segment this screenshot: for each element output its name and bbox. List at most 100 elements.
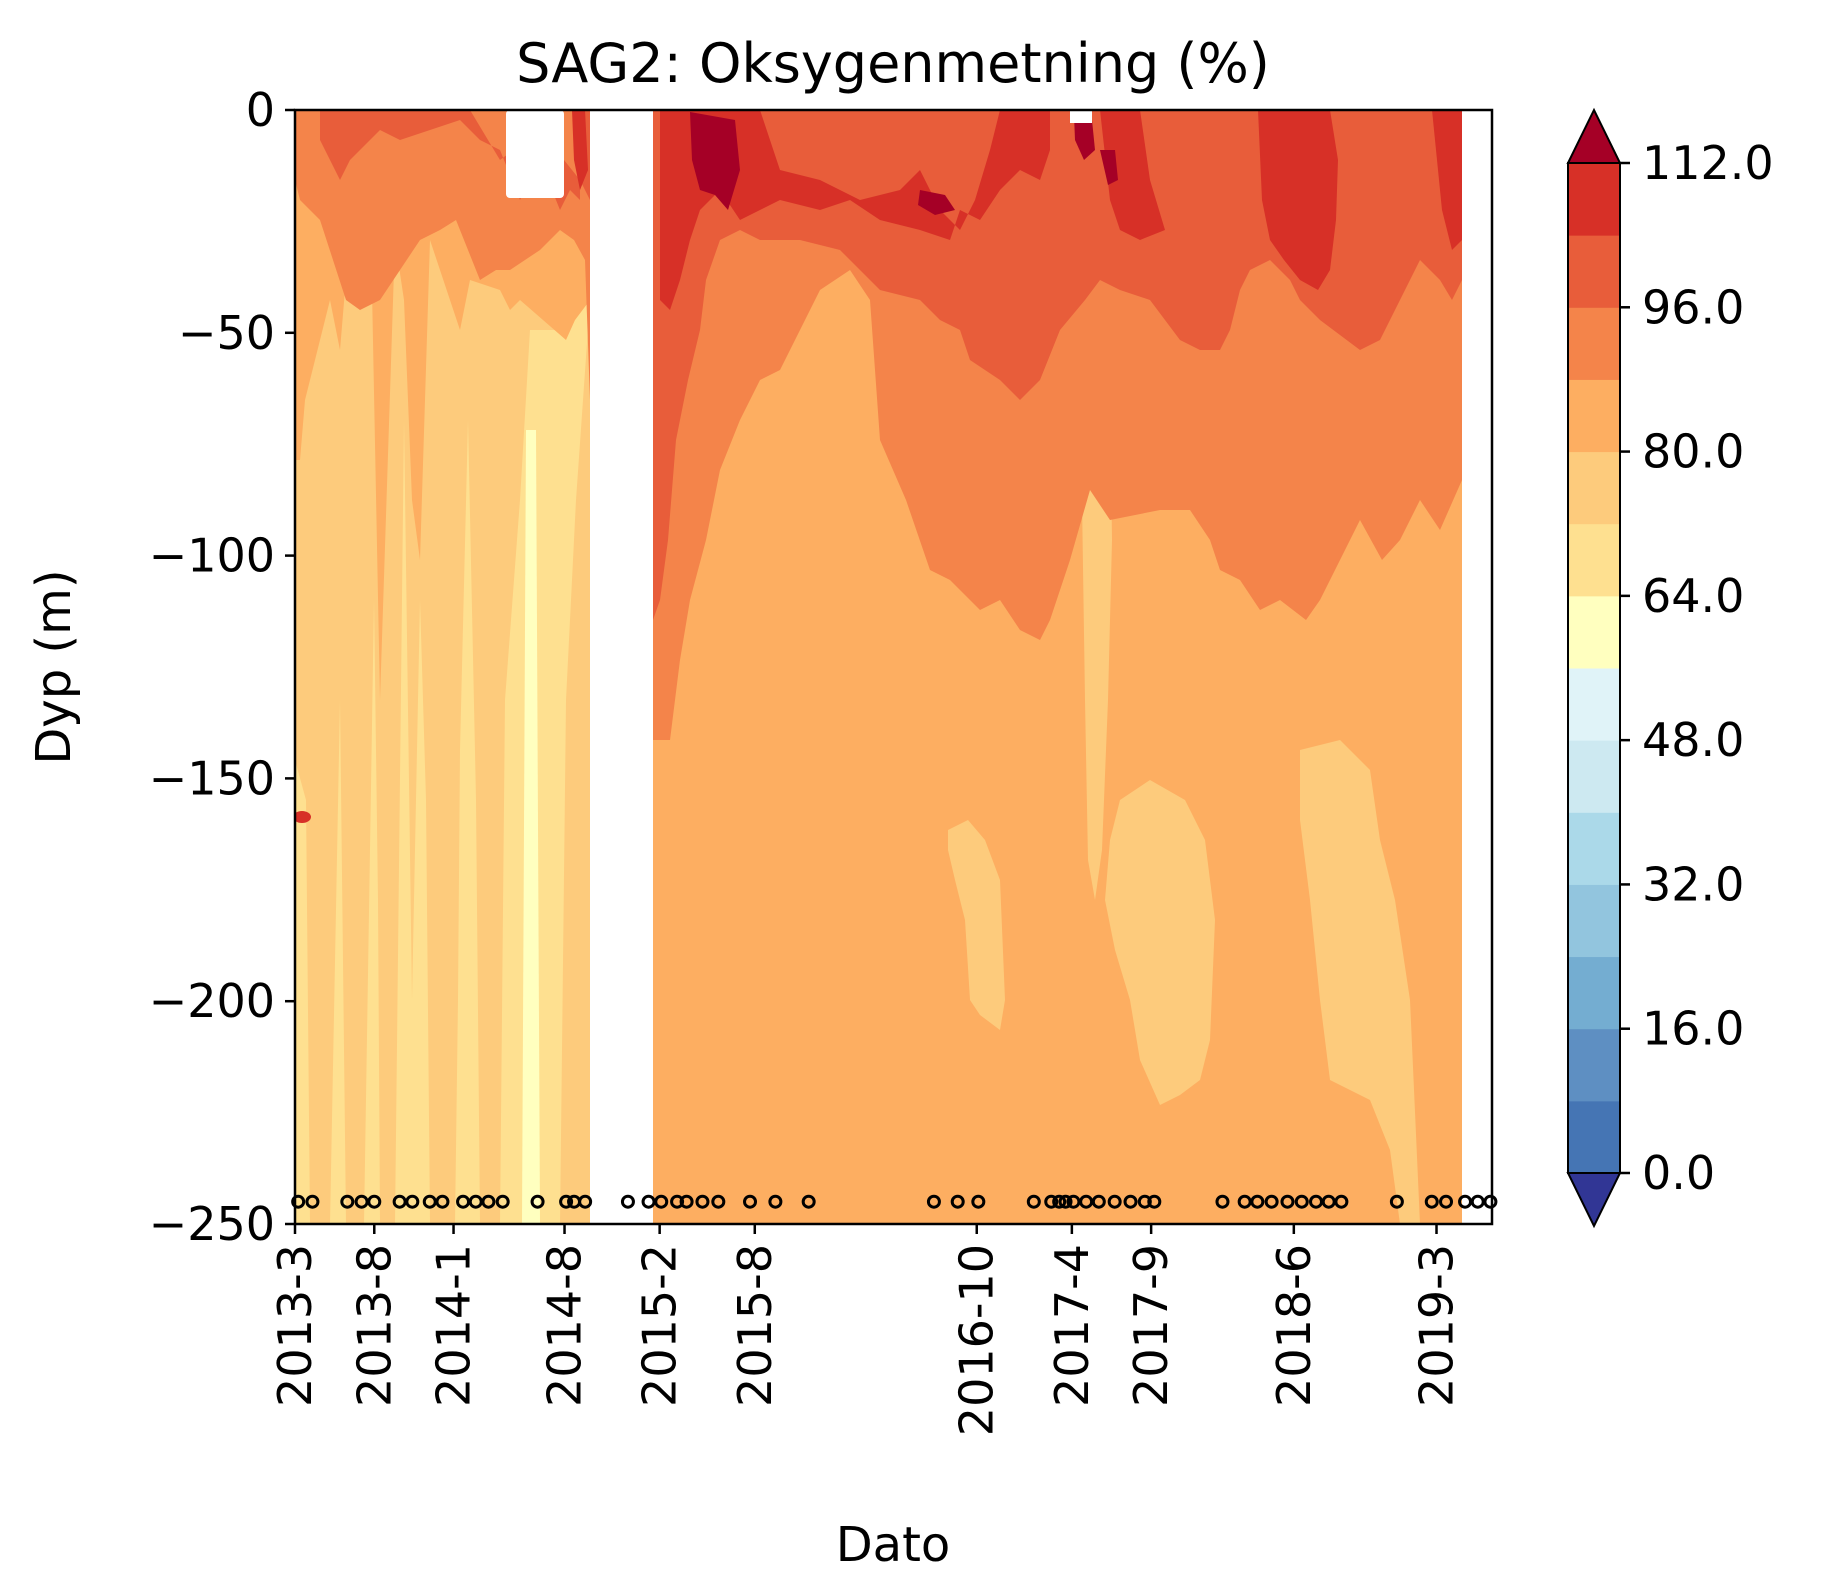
sample-marker: [1237, 1194, 1252, 1209]
y-tick-label: −150: [149, 751, 275, 805]
contour-level-56-64: [522, 430, 540, 1224]
y-tick-label: 0: [246, 83, 275, 137]
colorbar-segment: [1568, 235, 1620, 308]
y-axis-label: Dyp (m): [26, 569, 82, 764]
sample-marker: [654, 1194, 669, 1209]
colorbar-segment: [1568, 956, 1620, 1030]
colorbar-segment: [1568, 1028, 1620, 1102]
contour-level-104-112: [1258, 110, 1338, 290]
colorbar-segment: [1568, 668, 1620, 741]
colorbar-segment: [1568, 812, 1620, 885]
contour-level-104-112: [572, 110, 588, 190]
contour-segment-2013-2014: [295, 110, 590, 1224]
sample-marker: [291, 1194, 306, 1209]
sample-marker: [1458, 1194, 1473, 1209]
sample-marker: [392, 1194, 407, 1209]
colorbar-segment: [1568, 379, 1620, 453]
colorbar-tick-label: 80.0: [1642, 425, 1744, 479]
sample-marker: [768, 1194, 783, 1209]
contour-level-88-96: [653, 110, 1462, 740]
sample-marker: [468, 1194, 483, 1209]
sample-marker: [801, 1194, 816, 1209]
sample-marker: [1058, 1194, 1073, 1209]
colorbar-segment: [1568, 595, 1620, 669]
colorbar-extend-max: [1566, 107, 1622, 164]
sample-marker: [743, 1194, 758, 1209]
sample-marker: [1079, 1194, 1094, 1209]
colorbar-frame: [1567, 162, 1621, 1174]
x-tick-label: 2013-3: [268, 1244, 322, 1407]
sample-marker: [679, 1194, 694, 1209]
colorbar-segment: [1568, 884, 1620, 958]
colorbar-tick-label: 0.0: [1642, 1146, 1715, 1200]
sample-marker: [1066, 1194, 1081, 1209]
y-tick-label: −50: [178, 306, 275, 360]
sample-marker: [456, 1194, 471, 1209]
sample-marker: [1321, 1194, 1336, 1209]
contour-level-above-112: [1074, 115, 1095, 160]
colorbar-segment: [1568, 163, 1620, 236]
sample-marker: [971, 1194, 986, 1209]
x-tick-label: 2016-10: [950, 1244, 1004, 1436]
plot-area: [295, 110, 1492, 1224]
contour-spot-high: [295, 811, 311, 823]
sample-marker: [435, 1194, 450, 1209]
contour-level-above-112: [1100, 150, 1118, 185]
sample-marker: [495, 1194, 510, 1209]
sample-marker: [1026, 1194, 1041, 1209]
x-tick-label: 2017-4: [1045, 1244, 1099, 1407]
x-tick-label: 2014-8: [538, 1244, 592, 1407]
data-gap-2014-2015: [590, 110, 653, 1224]
contour-level-104-112: [1432, 110, 1462, 250]
sample-marker: [1147, 1194, 1162, 1209]
sample-marker: [1123, 1194, 1138, 1209]
sample-marker: [1052, 1194, 1067, 1209]
contour-gap-2017-surface: [1070, 110, 1092, 123]
sample-marker: [1250, 1194, 1265, 1209]
contour-segment-2015-2019: [653, 110, 1462, 1224]
x-axis-label: Dato: [836, 1517, 951, 1573]
sample-marker: [695, 1194, 710, 1209]
sample-marker: [305, 1194, 320, 1209]
sample-marker: [559, 1194, 574, 1209]
sample-marker: [340, 1194, 355, 1209]
colorbar-segment: [1568, 451, 1620, 525]
colorbar: 0.0 16.0 32.0 48.0 64.0 80.0 96.0 112.0: [1566, 107, 1774, 1229]
colorbar-tick-label: 16.0: [1642, 1002, 1744, 1056]
sample-marker: [926, 1194, 941, 1209]
y-axis: 0 −50 −100 −150 −200 −250: [149, 83, 295, 1251]
contour-level-104-112: [1100, 110, 1165, 240]
contour-level-72-80: [1105, 780, 1215, 1105]
sample-marker: [1044, 1194, 1059, 1209]
chart-title: SAG2: Oksygenmetning (%): [516, 32, 1270, 95]
colorbar-segment: [1568, 523, 1620, 597]
colorbar-segment: [1568, 307, 1620, 380]
x-tick-label: 2017-9: [1124, 1244, 1178, 1407]
x-tick-label: 2014-1: [427, 1244, 481, 1407]
y-tick-label: −250: [149, 1197, 275, 1251]
sample-marker: [354, 1194, 369, 1209]
colorbar-extend-min: [1566, 1172, 1622, 1229]
y-tick-label: −200: [149, 974, 275, 1028]
contour-level-72-80: [948, 820, 1005, 1030]
contour-level-above-112: [690, 112, 740, 210]
sample-marker: [1389, 1194, 1404, 1209]
contour-level-104-112: [660, 110, 1050, 310]
sample-marker: [1091, 1194, 1106, 1209]
sample-marker: [422, 1194, 437, 1209]
sample-marker: [1215, 1194, 1230, 1209]
x-tick-label: 2013-8: [347, 1244, 401, 1407]
colorbar-segment: [1568, 740, 1620, 813]
sample-marker: [1107, 1194, 1122, 1209]
sample-marker: [1424, 1194, 1439, 1209]
contour-level-96-104: [653, 110, 1462, 620]
sample-marker: [530, 1194, 545, 1209]
sample-marker: [1294, 1194, 1309, 1209]
sample-markers: [291, 1194, 1498, 1209]
sample-marker: [1439, 1194, 1454, 1209]
sample-marker: [578, 1194, 593, 1209]
sample-marker: [1309, 1194, 1324, 1209]
x-tick-label: 2018-6: [1267, 1244, 1321, 1407]
data-gap-2019: [1462, 110, 1492, 1224]
